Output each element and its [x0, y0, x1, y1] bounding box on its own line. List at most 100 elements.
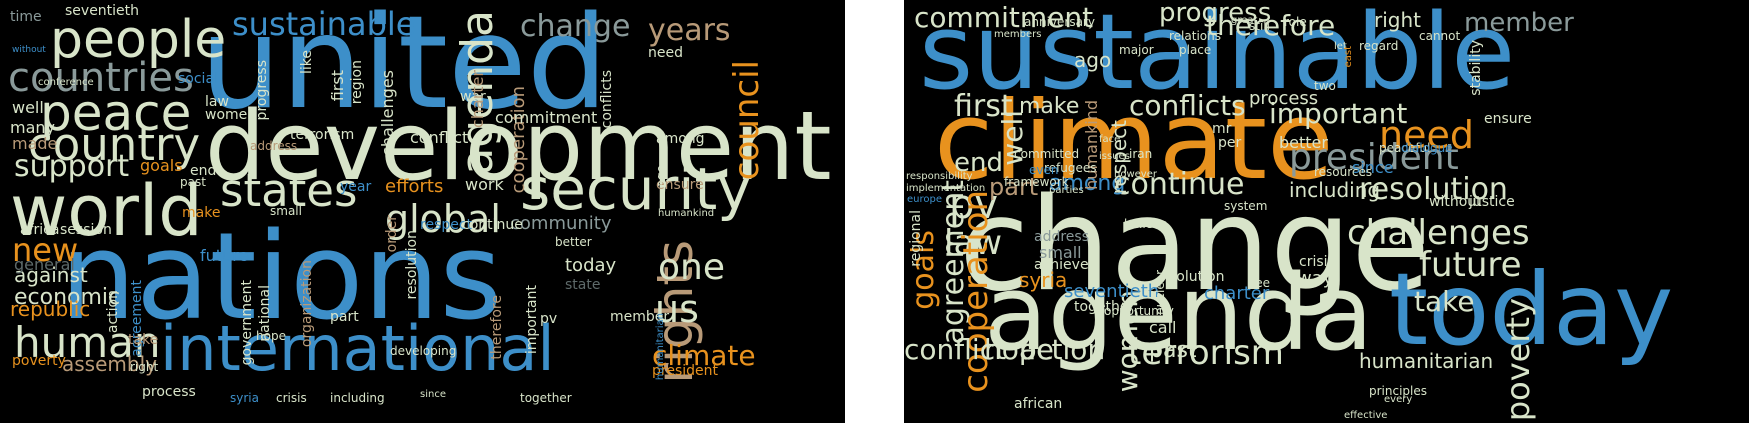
right-word-major: major: [1119, 43, 1154, 57]
right-word-law: law: [944, 223, 1003, 263]
left-word-general: general: [14, 255, 75, 274]
left-word-since: since: [420, 389, 446, 400]
left-word-many: many: [10, 118, 55, 137]
right-word-end: end: [954, 148, 1003, 178]
right-word-first: first: [954, 89, 1013, 124]
right-word-including: including: [1289, 178, 1381, 202]
left-word-people: people: [50, 10, 227, 70]
right-word-issues: issues: [1099, 151, 1130, 162]
right-word-refugees: refugees: [1044, 161, 1097, 175]
right-word-need: need: [1379, 113, 1474, 157]
left-word-small: small: [270, 204, 302, 218]
right-word-crisis: crisis: [1299, 254, 1335, 270]
right-word-without: without: [1429, 194, 1482, 210]
right-word-cannot: cannot: [1419, 29, 1461, 43]
right-word-past: past: [1149, 338, 1197, 363]
left-word-today: today: [565, 255, 617, 276]
left-word-support: support: [14, 149, 130, 184]
left-word-charter: charter: [468, 70, 487, 129]
right-word-ensure: ensure: [1484, 111, 1532, 127]
right-word-place: place: [1179, 43, 1212, 57]
right-word-peaceful: peaceful: [1379, 141, 1431, 155]
right-word-let: let: [1334, 41, 1347, 52]
left-word-states: states: [220, 164, 358, 217]
left-word-make: make: [182, 205, 221, 221]
right-word-right: right: [1374, 8, 1421, 32]
left-word-crisis: crisis: [276, 391, 307, 405]
left-word-pv: pv: [540, 311, 558, 327]
right-word-way: way: [1297, 268, 1334, 289]
left-word-developing: developing: [390, 344, 457, 358]
right-word-humanitarian: humanitarian: [1359, 349, 1494, 373]
right-word-however: however: [1114, 169, 1157, 180]
right-word-part: part: [989, 173, 1039, 201]
left-word-like: like: [299, 50, 315, 75]
left-word-war: war: [460, 89, 486, 105]
left-word-better: better: [555, 235, 592, 249]
right-word-poverty: poverty: [1499, 297, 1537, 421]
right-word-syria: syria: [1019, 268, 1068, 292]
right-word-east: east: [1343, 46, 1354, 68]
right-word-regional: regional: [908, 210, 924, 267]
right-word-challenges: challenges: [1347, 213, 1530, 253]
left-word-peace: peace: [40, 84, 192, 142]
right-word-opportunity: opportunity: [1104, 304, 1174, 318]
left-word-new: new: [12, 231, 79, 269]
left-word-international: international: [160, 312, 555, 385]
right-word-conflicts: conflicts: [1129, 89, 1246, 122]
word-cloud-right: sustainable climate change agenda today commi…: [904, 0, 1749, 423]
right-word-parties: parties: [1049, 185, 1084, 196]
right-word-better: better: [1279, 133, 1328, 152]
right-word-process: process: [1249, 88, 1319, 109]
left-word-progress: progress: [254, 60, 270, 121]
right-word-sustainable: sustainable: [919, 0, 1516, 113]
right-word-members: members: [994, 29, 1042, 40]
right-word-climate: climate: [934, 79, 1334, 204]
left-word-assembly: assembly: [62, 352, 157, 376]
left-word-challenges: challenges: [378, 70, 397, 156]
left-word-order: order: [384, 215, 400, 253]
right-word-address: address: [1034, 229, 1090, 245]
left-word-government: government: [239, 280, 255, 366]
right-word-hope: hope: [984, 333, 1054, 366]
right-word-per: per: [1218, 135, 1242, 151]
right-word-therefore: therefore: [1206, 9, 1336, 42]
right-word-implementation: implementation: [906, 183, 986, 194]
left-word-conflict: conflict: [410, 128, 469, 147]
left-word-end: end: [190, 163, 217, 179]
left-word-region: region: [349, 60, 365, 105]
right-word-terrorism: terrorism: [1128, 333, 1284, 373]
right-word-change: change: [959, 171, 1431, 320]
right-word-two: two: [1314, 79, 1336, 93]
right-word-stability: stability: [1468, 40, 1484, 96]
right-word-resolution: resolution: [1359, 172, 1508, 207]
right-word-commitment: commitment: [914, 1, 1094, 34]
right-word-role: role: [1284, 15, 1307, 29]
right-word-today: today: [1389, 251, 1674, 368]
right-word-action: action: [1019, 333, 1106, 366]
left-word-terrorism: terrorism: [290, 127, 355, 143]
left-word-security: security: [520, 155, 752, 223]
left-word-resolution: resolution: [404, 230, 420, 300]
left-word-country: country: [28, 118, 201, 171]
right-word-among: among: [1049, 171, 1126, 196]
left-word-law: law: [205, 94, 229, 110]
left-word-seventieth: seventieth: [65, 3, 140, 19]
left-word-including: including: [330, 391, 385, 405]
left-word-community: community: [510, 213, 612, 234]
right-word-face: face: [1099, 134, 1121, 145]
left-word-well: well: [12, 98, 44, 117]
left-word-organization: organization: [299, 260, 315, 348]
right-word-president: president: [1289, 137, 1459, 178]
right-word-african: african: [1014, 396, 1063, 412]
left-word-efforts: efforts: [385, 176, 444, 197]
right-word-believe: believe: [1124, 217, 1168, 231]
left-word-cooperation: cooperation: [508, 86, 529, 194]
right-word-charter: charter: [1204, 283, 1270, 304]
left-word-first: first: [328, 70, 347, 102]
left-word-session: session: [60, 222, 112, 238]
left-word-one: one: [658, 247, 725, 288]
left-word-without: without: [12, 45, 46, 55]
left-word-republic: republic: [10, 297, 91, 321]
left-word-sustainable: sustainable: [232, 5, 416, 43]
